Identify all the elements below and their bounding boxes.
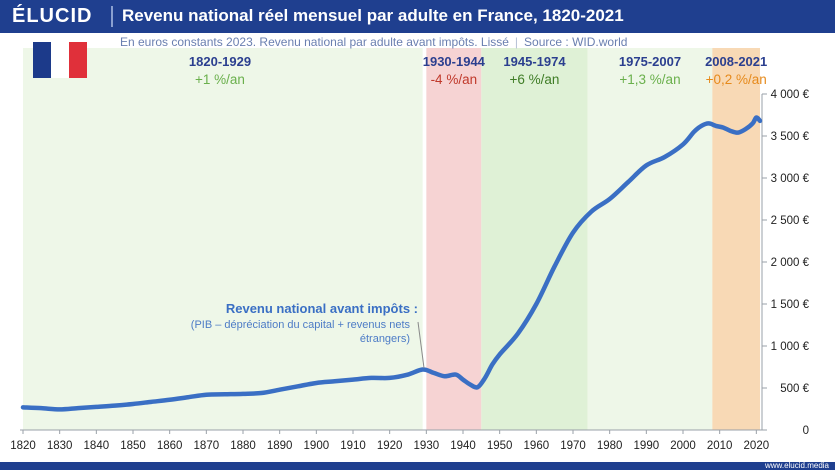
- x-tick-label: 1960: [524, 440, 550, 452]
- x-tick-label: 1990: [634, 440, 660, 452]
- period-band: [712, 48, 760, 430]
- x-tick-label: 1920: [377, 440, 403, 452]
- annotation-text: (PIB – dépréciation du capital + revenus…: [190, 319, 410, 345]
- period-label: 1975-2007: [619, 54, 681, 69]
- chart-subtitle: En euros constants 2023. Revenu national…: [120, 35, 627, 49]
- x-tick-label: 1830: [47, 440, 73, 452]
- y-tick-label: 2 500 €: [771, 215, 810, 227]
- period-band: [426, 48, 482, 430]
- axes: 1820 1830 1840 1850 1860 1870 1880 1890 1900 1910…: [10, 89, 809, 452]
- x-tick-label: 1840: [84, 440, 110, 452]
- period-label: 1930-1944: [423, 54, 486, 69]
- x-tick-label: 1950: [487, 440, 513, 452]
- annotation-title: Revenu national avant impôts :: [225, 301, 418, 316]
- period-rate: +0,2 %/an: [706, 72, 767, 87]
- y-tick-label: 4 000 €: [771, 89, 810, 101]
- period-band: [481, 48, 588, 430]
- y-tick-label: 500 €: [780, 383, 809, 395]
- x-tick-label: 1910: [340, 440, 366, 452]
- period-labels: 1820-1929 +1 %/an 1930-1944 -4 %/an 1945-197…: [189, 54, 767, 87]
- x-tick-label: 1900: [304, 440, 330, 452]
- source-text: Source : WID.world: [524, 35, 628, 49]
- x-tick-label: 1970: [560, 440, 586, 452]
- y-tick-label: 1 000 €: [771, 341, 810, 353]
- y-tick-label: 0: [803, 425, 809, 437]
- x-tick-label: 2020: [744, 440, 770, 452]
- period-label: 1945-1974: [503, 54, 566, 69]
- period-bands: [23, 48, 760, 430]
- x-tick-label: 1890: [267, 440, 293, 452]
- period-band: [587, 48, 713, 430]
- period-rate: +1 %/an: [195, 72, 245, 87]
- y-tick-label: 3 500 €: [771, 131, 810, 143]
- y-tick-label: 3 000 €: [771, 173, 810, 185]
- period-rate: +6 %/an: [510, 72, 560, 87]
- x-tick-label: 1930: [414, 440, 440, 452]
- elucid-logo: ÉLUCID: [12, 5, 93, 27]
- france-flag-icon: [33, 42, 87, 78]
- header-bar: ÉLUCID Revenu national réel mensuel par …: [0, 0, 835, 33]
- series: [20, 115, 763, 412]
- period-label: 2008-2021: [705, 54, 767, 69]
- chart-title: Revenu national réel mensuel par adulte …: [122, 6, 624, 25]
- footer-bar: www.elucid.media: [0, 462, 835, 470]
- period-rate: +1,3 %/an: [619, 72, 680, 87]
- x-tick-label: 1870: [194, 440, 220, 452]
- y-tick-label: 1 500 €: [771, 299, 810, 311]
- subtitle-text: En euros constants 2023. Revenu national…: [120, 35, 509, 49]
- period-rate: -4 %/an: [431, 72, 478, 87]
- x-tick-label: 1820: [10, 440, 36, 452]
- header-separator: [111, 6, 113, 27]
- x-tick-label: 1980: [597, 440, 623, 452]
- x-tick-label: 1850: [120, 440, 146, 452]
- x-tick-label: 2000: [670, 440, 696, 452]
- y-tick-label: 2 000 €: [771, 257, 810, 269]
- x-tick-label: 1940: [450, 440, 476, 452]
- subtitle-separator: |: [514, 35, 519, 49]
- period-band: [23, 48, 423, 430]
- income-line: [20, 115, 763, 412]
- x-tick-label: 1860: [157, 440, 183, 452]
- x-tick-label: 1880: [230, 440, 256, 452]
- period-label: 1820-1929: [189, 54, 251, 69]
- annotation-pointer: [417, 321, 425, 369]
- footer-url: www.elucid.media: [764, 461, 829, 470]
- x-tick-label: 2010: [707, 440, 733, 452]
